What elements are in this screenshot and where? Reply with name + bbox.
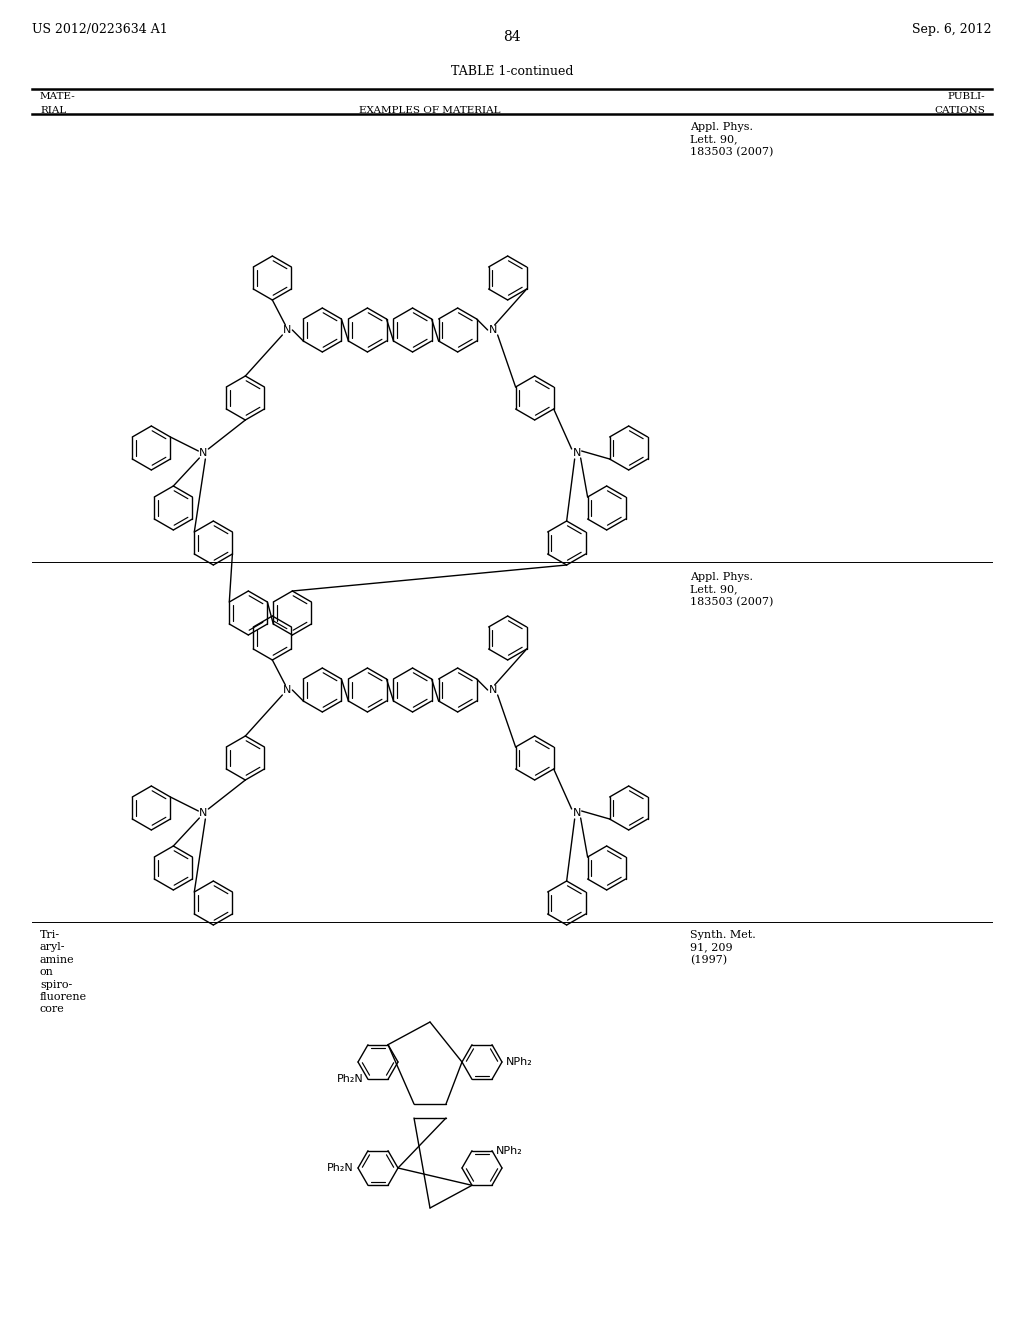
Text: N: N xyxy=(572,808,581,818)
Text: N: N xyxy=(199,808,208,818)
Text: Sep. 6, 2012: Sep. 6, 2012 xyxy=(912,22,992,36)
Text: CATIONS: CATIONS xyxy=(934,106,985,115)
Text: MATE-: MATE- xyxy=(40,92,76,102)
Text: NPh₂: NPh₂ xyxy=(496,1146,522,1156)
Text: N: N xyxy=(488,685,497,696)
Text: RIAL: RIAL xyxy=(40,106,67,115)
Text: Tri-
aryl-
amine
on
spiro-
fluorene
core: Tri- aryl- amine on spiro- fluorene core xyxy=(40,931,87,1014)
Text: Synth. Met.
91, 209
(1997): Synth. Met. 91, 209 (1997) xyxy=(690,931,756,965)
Text: N: N xyxy=(284,325,292,335)
Text: Ph₂N: Ph₂N xyxy=(337,1074,364,1084)
Text: US 2012/0223634 A1: US 2012/0223634 A1 xyxy=(32,22,168,36)
Text: N: N xyxy=(572,447,581,458)
Text: 84: 84 xyxy=(503,30,521,44)
Text: EXAMPLES OF MATERIAL: EXAMPLES OF MATERIAL xyxy=(359,106,501,115)
Text: NPh₂: NPh₂ xyxy=(506,1057,532,1067)
Text: TABLE 1-continued: TABLE 1-continued xyxy=(451,65,573,78)
Text: Ph₂N: Ph₂N xyxy=(328,1163,354,1173)
Text: N: N xyxy=(488,325,497,335)
Text: N: N xyxy=(199,447,208,458)
Text: Appl. Phys.
Lett. 90,
183503 (2007): Appl. Phys. Lett. 90, 183503 (2007) xyxy=(690,121,773,157)
Text: PUBLI-: PUBLI- xyxy=(947,92,985,102)
Text: Appl. Phys.
Lett. 90,
183503 (2007): Appl. Phys. Lett. 90, 183503 (2007) xyxy=(690,572,773,607)
Text: N: N xyxy=(284,685,292,696)
